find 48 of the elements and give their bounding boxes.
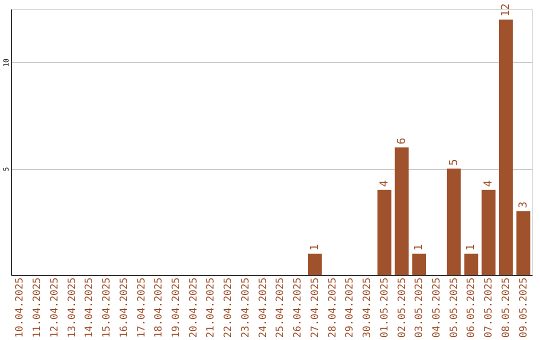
x-tick-label: 23.04.2025: [240, 278, 252, 338]
x-tick-label: 10.04.2025: [14, 278, 26, 338]
x-tick-label: 25.04.2025: [275, 278, 286, 338]
x-tick-label: 05.05.2025: [448, 278, 460, 338]
data-label: 1: [464, 244, 478, 251]
data-label: 12: [498, 3, 512, 17]
x-tick-label: 08.05.2025: [500, 278, 512, 338]
x-tick-label: 13.04.2025: [66, 278, 78, 338]
x-tick-label: 21.04.2025: [206, 278, 217, 338]
data-label: 6: [394, 138, 408, 144]
bar: [464, 254, 478, 275]
bar: [412, 254, 426, 275]
data-label: 5: [446, 158, 460, 166]
x-tick-label: 29.04.2025: [344, 278, 356, 338]
bar: [394, 147, 409, 275]
data-label: 1: [308, 244, 321, 251]
bar: [482, 190, 496, 275]
x-tick-label: 04.05.2025: [431, 278, 442, 338]
x-tick-label: 27.04.2025: [310, 278, 321, 338]
data-label: 3: [516, 202, 530, 208]
x-tick-label: 22.04.2025: [223, 278, 234, 338]
x-tick-label: 20.04.2025: [188, 278, 200, 338]
x-tick-label: 01.05.2025: [379, 278, 390, 338]
bar: [446, 168, 461, 275]
x-tick-label: 24.04.2025: [258, 278, 269, 338]
x-tick-label: 26.04.2025: [292, 278, 304, 338]
x-tick-label: 28.04.2025: [327, 278, 338, 338]
bar: [499, 20, 513, 275]
data-label: 4: [377, 180, 390, 187]
x-tick-label: 14.04.2025: [84, 278, 96, 338]
x-tick-label: 19.04.2025: [170, 278, 182, 338]
bar: [377, 190, 392, 275]
x-tick-label: 12.04.2025: [49, 278, 60, 338]
x-tick-label: 03.05.2025: [414, 278, 426, 338]
bar: [516, 211, 530, 275]
x-tick-label: 18.04.2025: [154, 278, 165, 338]
x-tick-label: 16.04.2025: [118, 278, 130, 338]
data-label: 4: [482, 180, 495, 187]
x-tick-label: 15.04.2025: [102, 278, 113, 338]
x-tick-label: 02.05.2025: [396, 278, 408, 338]
x-tick-label: 30.04.2025: [362, 278, 374, 338]
x-tick-label: 11.04.2025: [32, 278, 44, 338]
x-tick-label: 09.05.2025: [518, 278, 530, 338]
bar: [308, 254, 322, 275]
x-tick-label: 17.04.2025: [136, 278, 148, 338]
x-tick-label: 06.05.2025: [466, 278, 478, 338]
data-label: 1: [412, 244, 426, 251]
x-tick-label: 07.05.2025: [484, 278, 495, 338]
